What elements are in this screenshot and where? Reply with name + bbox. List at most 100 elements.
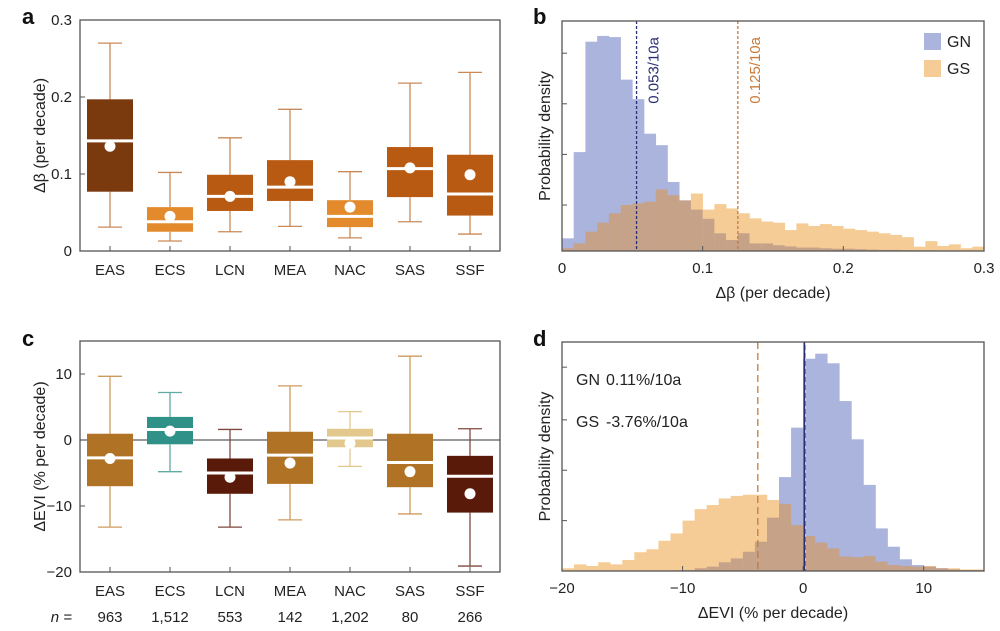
bar-overlap (737, 233, 750, 251)
bar-gs (843, 228, 856, 251)
bar-overlap (766, 517, 780, 571)
bar-gn (573, 152, 586, 251)
bar-gn (839, 401, 852, 571)
mean-label-gn: 0.053/10a (646, 36, 663, 103)
legend-swatch-gs (924, 60, 941, 77)
bar-gn (875, 528, 888, 571)
bar-gs (819, 224, 832, 251)
box-iqr (387, 433, 433, 488)
legend-label-gs: GS (947, 61, 970, 78)
box-ssf: SSF 266 (447, 428, 493, 626)
bar-gs (646, 549, 659, 571)
box-sas: SAS 80 (387, 355, 433, 626)
y-tick-label: 0 (64, 243, 72, 260)
panel-letter-d: d (533, 326, 546, 351)
box-iqr (447, 154, 493, 216)
bar-overlap (803, 535, 816, 571)
bar-overlap (608, 213, 621, 251)
y-tick-label: 0.2 (51, 89, 72, 106)
bar-overlap (923, 566, 937, 571)
x-tick-label: 0.2 (833, 260, 854, 277)
bar-overlap (749, 243, 762, 251)
bar-overlap (843, 248, 856, 251)
bar-gs (937, 245, 950, 251)
bar-overlap (935, 568, 949, 571)
box-nac: NAC 1,202 (327, 410, 373, 626)
bar-gs (586, 565, 599, 571)
x-tick-label: 0 (558, 260, 566, 277)
bar-overlap (585, 231, 598, 251)
bar-gs (972, 246, 985, 251)
y-tick-label: 10 (55, 366, 72, 383)
bar-overlap (679, 200, 692, 251)
bar-gn (815, 353, 828, 571)
x-tick-label: 0 (799, 580, 807, 597)
x-tick-label: SSF (455, 583, 484, 600)
bar-gs (694, 509, 707, 571)
panel-b-histogram: 0.053/10a 0.125/10a 0 0.1 0.2 0.3 Δβ (per deca… (537, 20, 994, 302)
n-value: 142 (277, 609, 302, 626)
annotation-label-gn: GN (576, 372, 600, 389)
bar-gs (925, 241, 938, 251)
y-tick-label: 0.3 (51, 12, 72, 29)
bar-gs (749, 218, 762, 251)
x-tick-label: NAC (334, 262, 366, 279)
n-value: 1,512 (151, 609, 189, 626)
bar-overlap (742, 551, 756, 571)
legend-label-gn: GN (947, 34, 971, 51)
box-iqr (447, 455, 493, 513)
x-tick-label: EAS (95, 262, 125, 279)
y-tick-label: 0 (64, 432, 72, 449)
bar-overlap (714, 233, 727, 251)
mean-dot (164, 210, 176, 222)
mean-dot (104, 452, 116, 464)
x-tick-label: SAS (395, 262, 425, 279)
x-tick-label: ECS (155, 262, 186, 279)
bar-overlap (831, 248, 844, 251)
x-tick-label: −10 (670, 580, 695, 597)
bar-overlap (839, 556, 852, 571)
box-sas: SAS (387, 82, 433, 279)
bar-overlap (667, 195, 680, 251)
mean-dot (284, 457, 296, 469)
mean-dot (164, 425, 176, 437)
bar-gs (784, 230, 797, 251)
bar-overlap (899, 565, 912, 571)
panel-c-boxplot: −20 −10 0 10 ΔEVI (% per decade) EAS 963 ECS 1,5… (32, 340, 501, 626)
x-tick-label: MEA (274, 262, 307, 279)
bar-gn (562, 238, 575, 251)
bar-overlap (754, 541, 768, 571)
y-tick-label: −10 (47, 498, 72, 515)
mean-dot (284, 176, 296, 188)
x-tick-label: SSF (455, 262, 484, 279)
bar-overlap (573, 243, 586, 251)
panel-letter-b: b (533, 4, 546, 29)
bar-overlap (863, 555, 876, 571)
panel-d-histogram: −20 −10 0 10 ΔEVI (% per decade) Probability … (537, 341, 985, 622)
bar-gs (610, 564, 623, 571)
bar-gs (855, 230, 868, 251)
bar-gs (772, 222, 786, 251)
mean-dot (344, 201, 356, 213)
bar-overlap (706, 566, 720, 571)
bar-overlap (718, 562, 732, 571)
n-value: 553 (217, 609, 242, 626)
x-axis-title: Δβ (per decade) (715, 285, 830, 302)
bar-overlap (730, 558, 744, 571)
box-eas: EAS 963 (87, 375, 133, 626)
bar-gs (670, 533, 683, 571)
box-mea: MEA 142 (267, 385, 313, 626)
bar-gs (706, 505, 720, 571)
box-ssf: SSF (447, 71, 493, 279)
bar-gs (913, 246, 926, 251)
mean-dot (464, 169, 476, 181)
x-tick-label: SAS (395, 583, 425, 600)
bar-overlap (815, 542, 828, 571)
bar-overlap (808, 247, 821, 251)
bar-overlap (772, 245, 786, 251)
bar-overlap (796, 247, 809, 251)
bar-gn (827, 363, 840, 571)
bar-overlap (702, 218, 715, 251)
legend-swatch-gn (924, 33, 941, 50)
